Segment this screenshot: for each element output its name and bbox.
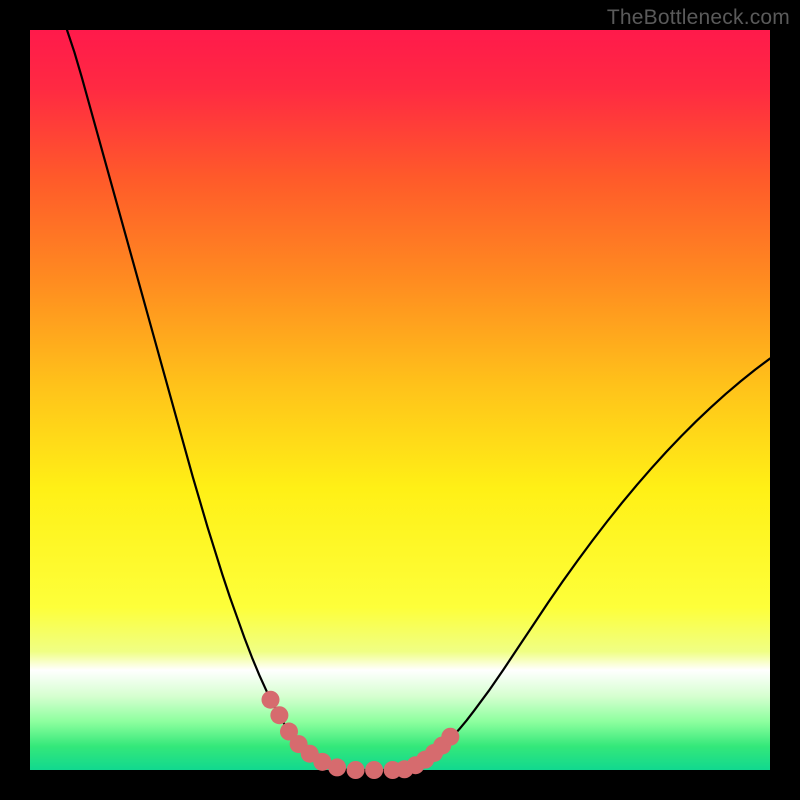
marker-dot — [328, 758, 346, 776]
marker-dot — [441, 728, 459, 746]
marker-dot — [270, 706, 288, 724]
plot-background — [30, 30, 770, 770]
marker-dot — [262, 691, 280, 709]
bottleneck-chart — [0, 0, 800, 800]
marker-dot — [347, 761, 365, 779]
marker-dot — [365, 761, 383, 779]
watermark-text: TheBottleneck.com — [607, 6, 790, 30]
